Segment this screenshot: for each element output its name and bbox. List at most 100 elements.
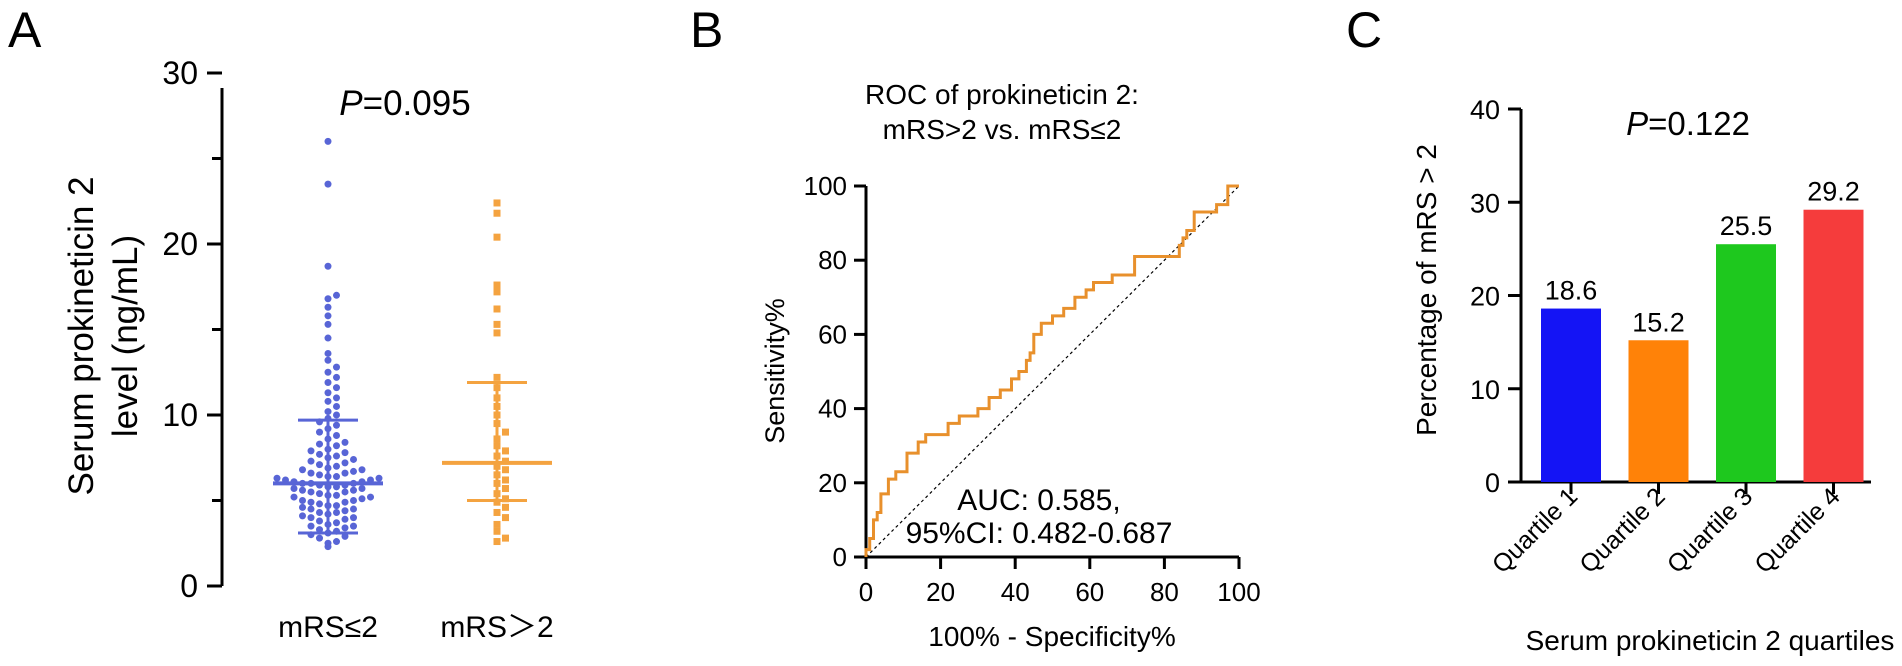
- panel-a-point-mrs-le-2: [316, 450, 323, 458]
- panel-a-point-mrs-le-2: [307, 457, 315, 465]
- panel-a-point-mrs-le-2: [307, 469, 315, 477]
- panel-a-point-mrs-le-2: [324, 320, 332, 328]
- panel-c-bar: [1716, 244, 1776, 482]
- panel-a-point-mrs-le-2: [341, 515, 349, 523]
- panel-b-ci: 95%CI: 0.482-0.687: [906, 517, 1173, 550]
- panel-c-category-label: Quartile 1: [1487, 482, 1583, 578]
- panel-a-point-mrs-le-2: [324, 312, 332, 320]
- panel-b-y-tick-label: 80: [818, 245, 847, 275]
- panel-a-point-mrs-le-2: [333, 473, 340, 481]
- panel-c-value-label: 15.2: [1632, 307, 1685, 337]
- panel-c-ylabel: Percentage of mRS > 2: [1411, 144, 1442, 436]
- panel-a-point-mrs-gt-2: [493, 305, 501, 313]
- panel-a-point-mrs-gt-2: [502, 466, 509, 474]
- panel-c-bars: [1541, 209, 1864, 482]
- panel-a-point-mrs-le-2: [333, 291, 340, 299]
- panel-a-point-mrs-gt-2: [493, 329, 501, 337]
- panel-label-b: B: [690, 2, 723, 58]
- panel-a-category-1: mRS≤2: [278, 611, 378, 644]
- panel-a-point-mrs-le-2: [307, 447, 315, 455]
- panel-c-y-ticks: 0 10 20 30 40: [1470, 95, 1521, 498]
- panel-a-point-mrs-le-2: [273, 474, 281, 482]
- panel-a-point-mrs-le-2: [333, 384, 340, 392]
- panel-a-point-mrs-gt-2: [493, 498, 501, 506]
- panel-a-p-value: P=0.095: [339, 84, 470, 123]
- panel-a-point-mrs-le-2: [341, 507, 349, 515]
- panel-a-point-mrs-le-2: [316, 428, 323, 436]
- panel-a-point-mrs-le-2: [316, 500, 323, 508]
- panel-c-bar: [1628, 340, 1689, 482]
- panel-c-y-tick-label: 0: [1485, 468, 1500, 498]
- panel-a-point-mrs-le-2: [341, 498, 349, 506]
- panel-a-point-mrs-gt-2: [493, 373, 501, 381]
- panel-a-point-mrs-le-2: [333, 452, 340, 460]
- panel-a-point-mrs-le-2: [333, 502, 340, 510]
- panel-b-auc: AUC: 0.585,: [957, 484, 1120, 517]
- panel-c-bar: [1541, 308, 1601, 482]
- panel-a-point-mrs-le-2: [324, 389, 332, 397]
- panel-a-point-mrs-le-2: [307, 498, 315, 506]
- panel-a-point-mrs-le-2: [299, 512, 306, 520]
- panel-a-point-mrs-le-2: [333, 363, 340, 371]
- panel-a-point-mrs-le-2: [375, 474, 383, 482]
- panel-label-c: C: [1346, 2, 1382, 58]
- panel-a-point-mrs-le-2: [324, 539, 332, 547]
- panel-a-point-mrs-le-2: [324, 397, 332, 405]
- panel-a-point-mrs-gt-2: [493, 527, 501, 535]
- panel-c-value-label: 29.2: [1807, 177, 1860, 207]
- panel-a-point-mrs-gt-2: [502, 495, 509, 503]
- panel-a-point-mrs-le-2: [324, 262, 332, 270]
- panel-a-point-mrs-le-2: [299, 486, 306, 494]
- panel-a-point-mrs-le-2: [307, 522, 315, 530]
- panel-a-point-mrs-le-2: [350, 497, 357, 504]
- panel-a-point-mrs-gt-2: [493, 199, 501, 207]
- panel-a-point-mrs-le-2: [299, 503, 306, 511]
- panel-a-y-tick-label: 10: [162, 397, 198, 433]
- panel-a-point-mrs-le-2: [350, 467, 357, 475]
- panel-c-p-value: P=0.122: [1626, 105, 1750, 142]
- panel-a-point-mrs-le-2: [316, 461, 323, 469]
- panel-a-stat-bars: [273, 381, 552, 535]
- panel-c-value-labels: 18.6 15.2 25.5 29.2: [1545, 177, 1860, 338]
- panel-a-point-mrs-le-2: [341, 459, 349, 467]
- panel-b-y-tick-label: 20: [818, 468, 847, 498]
- panel-a-point-mrs-le-2: [316, 490, 323, 498]
- panel-b-x-tick-label: 60: [1075, 577, 1104, 607]
- panel-a-point-mrs-le-2: [333, 538, 340, 546]
- panel-b: ROC of prokineticin 2: mRS>2 vs. mRS≤2 0…: [760, 79, 1261, 652]
- panel-b-x-tick-label: 0: [859, 577, 873, 607]
- panel-a-point-mrs-le-2: [324, 349, 332, 357]
- panel-a-point-mrs-le-2: [350, 486, 357, 494]
- panel-a-point-mrs-le-2: [290, 493, 298, 501]
- panel-a-point-mrs-gt-2: [502, 485, 509, 493]
- panel-b-title-line1: ROC of prokineticin 2:: [865, 79, 1139, 110]
- panel-a-point-mrs-le-2: [324, 408, 332, 416]
- panel-a-point-mrs-gt-2: [493, 288, 501, 296]
- panel-a-point-mrs-le-2: [358, 466, 366, 474]
- panel-a-point-mrs-le-2: [350, 455, 357, 463]
- panel-b-x-tick-label: 100: [1217, 577, 1260, 607]
- panel-b-ylabel: Sensitivity%: [760, 298, 790, 444]
- panel-a-point-mrs-le-2: [316, 526, 323, 534]
- panel-a-y-tick-label: 20: [162, 226, 198, 262]
- panel-a-point-mrs-le-2: [358, 495, 366, 503]
- panel-a-point-mrs-le-2: [341, 438, 349, 446]
- panel-a-point-mrs-gt-2: [493, 233, 501, 241]
- panel-a-point-mrs-gt-2: [502, 514, 509, 522]
- panel-b-x-tick-label: 20: [926, 577, 955, 607]
- panel-a-point-mrs-le-2: [307, 505, 315, 513]
- panel-c-xlabel: Serum prokineticin 2 quartiles: [1526, 625, 1895, 656]
- panel-a-point-mrs-le-2: [333, 402, 340, 410]
- panel-b-title-line2: mRS>2 vs. mRS≤2: [883, 114, 1122, 145]
- panel-a-p-italic: P: [339, 84, 363, 123]
- panel-a-point-mrs-le-2: [324, 137, 332, 145]
- panel-c-p-rest: =0.122: [1648, 105, 1750, 142]
- panel-b-reference-line: [865, 185, 1240, 558]
- panel-a-point-mrs-le-2: [324, 356, 332, 364]
- panel-a-point-mrs-le-2: [333, 432, 340, 440]
- panel-a-point-mrs-le-2: [367, 493, 374, 501]
- panel-a-y-ticks: 0 10 20 30: [162, 55, 222, 604]
